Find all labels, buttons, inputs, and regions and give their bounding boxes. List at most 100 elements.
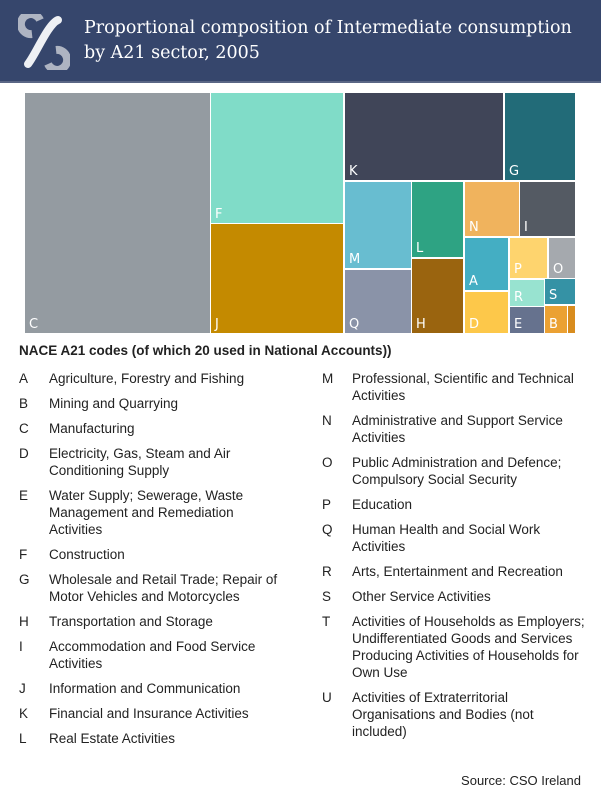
legend-column-2: M Professional, Scientific and Technical … (322, 370, 592, 748)
legend-code: B (19, 396, 29, 411)
legend-item-K: K Financial and Insurance Activities (19, 705, 289, 722)
treemap-cell-G (505, 93, 575, 180)
title-line-2: by A21 sector, 2005 (84, 43, 260, 63)
treemap-cell-unlabeled (568, 306, 575, 333)
treemap-cell-D (465, 292, 508, 333)
legend-item-L: L Real Estate Activities (19, 730, 289, 747)
legend-column-1: A Agriculture, Forestry and Fishing B Minin… (19, 370, 289, 755)
legend-item-B: B Mining and Quarrying (19, 395, 289, 412)
treemap-cell-S (545, 279, 575, 304)
treemap-cell-A (465, 238, 508, 290)
legend-label: Agriculture, Forestry and Fishing (49, 371, 245, 386)
legend-label: Construction (49, 547, 125, 562)
legend-label: Administrative and Support Service Activ… (352, 413, 563, 445)
legend-label: Information and Communication (49, 681, 241, 696)
treemap-cell-I (520, 182, 575, 236)
title-line-1: Proportional composition of Intermediate… (84, 18, 572, 38)
treemap-label-G: G (509, 164, 519, 179)
legend-label: Mining and Quarrying (49, 396, 179, 411)
legend-item-C: C Manufacturing (19, 420, 289, 437)
treemap-label-I: I (524, 220, 528, 235)
treemap-cell-M (345, 182, 411, 268)
legend-code: H (19, 614, 29, 629)
legend-title: NACE A21 codes (of which 20 used in Nati… (19, 343, 392, 358)
legend-label: Professional, Scientific and Technical A… (352, 371, 574, 403)
legend-code: I (19, 639, 23, 654)
legend-item-N: N Administrative and Support Service Acti… (322, 412, 592, 446)
treemap-label-H: H (416, 317, 426, 332)
treemap-cell-O (549, 238, 575, 278)
legend-code: L (19, 731, 27, 746)
legend-item-P: P Education (322, 496, 592, 513)
legend-label: Public Administration and Defence; Compu… (352, 455, 562, 487)
legend-label: Activities of Households as Employers; U… (352, 614, 585, 680)
legend-label: Wholesale and Retail Trade; Repair of Mo… (49, 572, 278, 604)
treemap-label-B: B (549, 317, 558, 332)
legend-item-T: T Activities of Households as Employers; … (322, 613, 592, 681)
legend-code: A (19, 371, 29, 386)
treemap-label-P: P (514, 262, 522, 277)
legend-code: K (19, 706, 29, 721)
legend-code: U (322, 690, 332, 705)
legend-label: Financial and Insurance Activities (49, 706, 249, 721)
legend-item-H: H Transportation and Storage (19, 613, 289, 630)
treemap-cell-R (510, 280, 544, 306)
treemap-label-N: N (469, 220, 479, 235)
treemap-label-C: C (29, 317, 38, 332)
treemap-label-Q: Q (349, 317, 359, 332)
legend-label: Accommodation and Food Service Activitie… (49, 639, 256, 671)
legend-code: D (19, 446, 29, 461)
legend-item-E: E Water Supply; Sewerage, Waste Managemen… (19, 487, 289, 538)
legend-item-Q: Q Human Health and Social Work Activities (322, 521, 592, 555)
legend-item-G: G Wholesale and Retail Trade; Repair of M… (19, 571, 289, 605)
chart-title: Proportional composition of Intermediate… (84, 16, 572, 66)
legend-code: C (19, 421, 29, 436)
legend-code: P (322, 497, 332, 512)
treemap-label-D: D (469, 317, 479, 332)
treemap-label-K: K (349, 164, 358, 179)
legend-label: Transportation and Storage (49, 614, 213, 629)
treemap-label-J: J (214, 317, 219, 332)
legend-label: Water Supply; Sewerage, Waste Management… (49, 488, 244, 537)
legend-code: N (322, 413, 332, 428)
legend-item-I: I Accommodation and Food Service Activiti… (19, 638, 289, 672)
legend-label: Other Service Activities (352, 589, 491, 604)
legend-label: Education (352, 497, 413, 512)
legend-item-A: A Agriculture, Forestry and Fishing (19, 370, 289, 387)
treemap-cell-L (412, 182, 463, 257)
legend-label: Human Health and Social Work Activities (352, 522, 541, 554)
legend-item-S: S Other Service Activities (322, 588, 592, 605)
legend-label: Arts, Entertainment and Recreation (352, 564, 563, 579)
legend-code: O (322, 455, 333, 470)
legend-item-U: U Activities of Extraterritorial Organisa… (322, 689, 592, 740)
legend-item-D: D Electricity, Gas, Steam and Air Conditi… (19, 445, 289, 479)
treemap-label-S: S (549, 288, 557, 303)
treemap-label-M: M (349, 252, 360, 267)
legend-item-R: R Arts, Entertainment and Recreation (322, 563, 592, 580)
legend-item-J: J Information and Communication (19, 680, 289, 697)
legend-label: Manufacturing (49, 421, 135, 436)
legend-code: F (19, 547, 28, 562)
treemap-cell-C (25, 93, 210, 333)
treemap-cell-N (465, 182, 519, 236)
treemap-cell-J (211, 224, 343, 333)
legend-code: R (322, 564, 332, 579)
treemap-cell-P (510, 238, 547, 278)
legend-code: E (19, 488, 29, 503)
source-note: Source: CSO Ireland (461, 773, 581, 788)
legend-code: M (322, 371, 334, 386)
legend-label: Real Estate Activities (49, 731, 176, 746)
treemap-label-R: R (514, 290, 523, 305)
legend-code: G (19, 572, 30, 587)
legend-label: Electricity, Gas, Steam and Air Conditio… (49, 446, 231, 478)
treemap-cell-H (412, 259, 463, 333)
legend-code: S (322, 589, 332, 604)
treemap-cell-F (211, 93, 343, 223)
treemap-cell-E (510, 307, 544, 333)
cso-logo-icon (18, 14, 70, 70)
legend-item-M: M Professional, Scientific and Technical … (322, 370, 592, 404)
treemap-cell-B (545, 306, 567, 333)
treemap-label-O: O (553, 262, 563, 277)
legend-label: Activities of Extraterritorial Organisat… (352, 690, 534, 739)
treemap-cell-Q (345, 270, 411, 333)
